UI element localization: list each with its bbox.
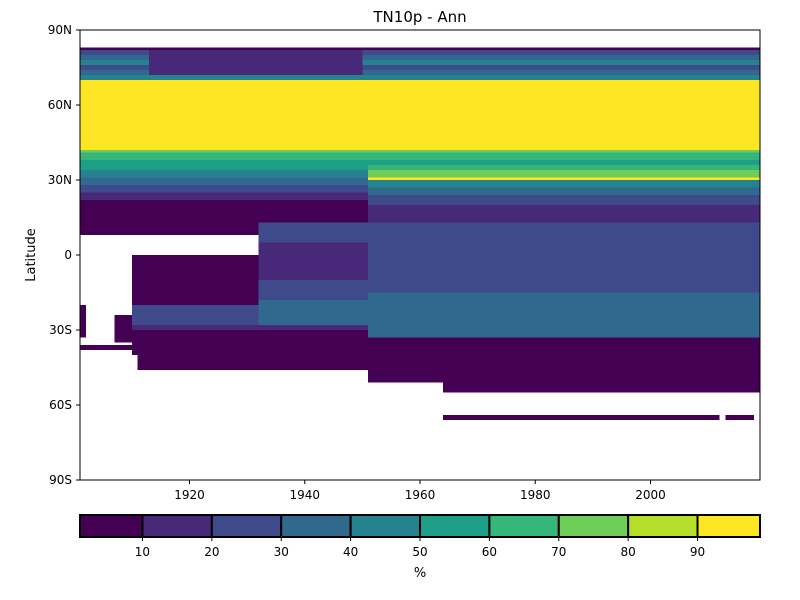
heatmap-cell: [368, 317, 760, 338]
colorbar-swatch: [419, 514, 491, 538]
colorbar-swatch: [627, 514, 699, 538]
colorbar-swatch: [557, 514, 630, 538]
heatmap-cell: [258, 280, 369, 300]
heatmap-cell: [80, 150, 760, 153]
heatmap-cell: [368, 170, 760, 178]
heatmap-cell: [368, 337, 760, 350]
heatmap-cell: [137, 355, 369, 370]
heatmap-cell: [80, 65, 760, 70]
chart-title: TN10p - Ann: [372, 8, 466, 26]
x-tick-label: 2000: [635, 488, 666, 502]
heatmap-cell: [368, 267, 760, 293]
y-tick-label: 60S: [49, 398, 72, 412]
heatmap-cell: [80, 345, 132, 350]
heatmap-cell: [131, 255, 259, 280]
heatmap-cell: [80, 192, 369, 200]
colorbar-tick-label: 40: [343, 545, 358, 559]
y-tick-label: 90S: [49, 473, 72, 487]
colorbar-tick-label: 70: [551, 545, 566, 559]
heatmap-cell: [368, 165, 760, 170]
heatmap-cell: [80, 80, 760, 150]
colorbar-tick-label: 30: [274, 545, 289, 559]
colorbar-swatch: [280, 514, 352, 538]
colorbar-swatch: [696, 514, 762, 538]
heatmap-cell: [80, 47, 760, 50]
heatmap-cell: [149, 50, 363, 75]
heatmap-cell: [80, 185, 369, 193]
heatmap-cell: [368, 292, 760, 318]
heatmap-cell: [258, 300, 369, 325]
colorbar-tick-label: 50: [412, 545, 427, 559]
plot-cells: [80, 47, 760, 420]
colorbar-swatch: [349, 514, 421, 538]
heatmap-cell: [368, 205, 760, 218]
heatmap-cell: [131, 325, 259, 330]
heatmap-cell: [80, 305, 86, 338]
heatmap-cell: [80, 60, 760, 65]
x-tick-label: 1960: [405, 488, 436, 502]
heatmap-cell: [258, 325, 369, 330]
heatmap-cell: [80, 75, 760, 80]
colorbar-swatch: [488, 514, 560, 538]
y-tick-label: 30S: [49, 323, 72, 337]
y-tick-label: 60N: [48, 98, 72, 112]
y-tick-label: 90N: [48, 23, 72, 37]
y-tick-label: 30N: [48, 173, 72, 187]
heatmap-cell: [114, 315, 132, 343]
colorbar-label: %: [414, 566, 426, 581]
heatmap-cell: [80, 200, 369, 223]
x-tick-label: 1920: [174, 488, 205, 502]
heatmap-cell: [131, 305, 259, 325]
x-axis: 1920 1940 1960 1980 2000: [174, 480, 666, 502]
colorbar-swatch: [210, 514, 283, 538]
colorbar-swatch: [79, 514, 144, 538]
colorbar-tick-label: 20: [204, 545, 219, 559]
colorbar-tick-label: 60: [482, 545, 497, 559]
colorbar: 10 20 30 40 50 60 70 80 90: [79, 514, 762, 559]
heatmap-cell: [80, 152, 760, 160]
heatmap-cell: [368, 350, 444, 383]
y-tick-label: 0: [64, 248, 72, 262]
heatmap-cell: [368, 187, 760, 195]
heatmap-cell: [131, 330, 369, 355]
heatmap-cell: [368, 217, 760, 223]
heatmap-cell: [258, 242, 369, 280]
y-axis: 90N 60N 30N 0 30S 60S 90S: [48, 23, 80, 487]
heatmap-cell: [131, 280, 259, 305]
colorbar-swatch: [141, 514, 213, 538]
heatmap-cell: [80, 70, 760, 75]
heatmap-cell: [80, 55, 760, 60]
heatmap-cell: [443, 415, 720, 420]
heatmap-cell: [725, 415, 755, 420]
x-tick-label: 1940: [289, 488, 320, 502]
colorbar-tick-label: 80: [621, 545, 636, 559]
heatmap-cell: [80, 50, 760, 55]
heatmap-cell: [368, 180, 760, 188]
heatmap-cell: [443, 350, 760, 393]
x-tick-label: 1980: [520, 488, 551, 502]
y-axis-label: Latitude: [24, 228, 39, 282]
heatmap-cell: [368, 195, 760, 205]
colorbar-tick-label: 90: [690, 545, 705, 559]
colorbar-tick-label: 10: [135, 545, 150, 559]
heatmap-cell: [368, 177, 760, 180]
